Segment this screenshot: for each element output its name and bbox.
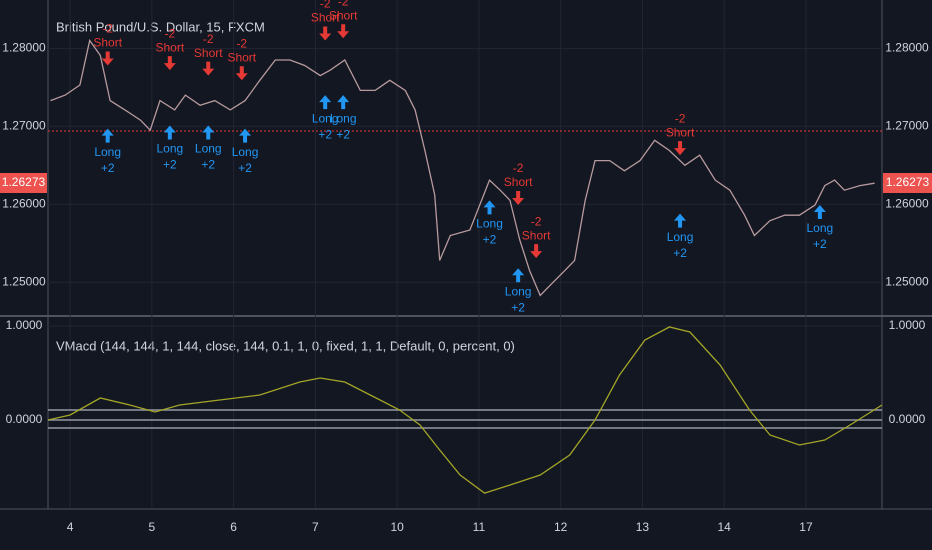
y-tick-label: 1.27000 — [885, 118, 929, 132]
short-arrow — [530, 244, 543, 259]
signal-label: Long — [330, 111, 357, 125]
long-arrow — [813, 205, 826, 220]
long-arrow — [319, 95, 332, 110]
signal-label: Long — [195, 142, 222, 156]
x-tick-label: 17 — [799, 520, 813, 534]
signal-amount: -2 — [531, 214, 542, 228]
signal-amount: -2 — [102, 22, 113, 36]
signal-label: Short — [311, 11, 340, 25]
y-tick-label: 1.26000 — [885, 196, 929, 210]
signal-label: Long — [94, 145, 121, 159]
x-tick-label: 4 — [67, 520, 74, 534]
signal-amount: -2 — [338, 0, 349, 8]
long-arrow — [483, 200, 496, 215]
signal-amount: -2 — [675, 111, 686, 125]
short-arrow — [235, 66, 248, 81]
price-line — [50, 38, 875, 297]
x-tick-label: 7 — [312, 520, 319, 534]
signal-label: Short — [504, 175, 533, 189]
signal-label: Short — [329, 8, 358, 22]
signal-label: Long — [505, 284, 532, 298]
signal-label: Short — [155, 40, 184, 54]
y-tick-label: 1.26000 — [2, 196, 46, 210]
x-tick-label: 6 — [230, 520, 237, 534]
x-tick-label: 14 — [718, 520, 732, 534]
chart-title: British Pound/U.S. Dollar, 15, FXCM — [56, 19, 265, 34]
last-price-label: 1.26273 — [886, 175, 930, 189]
short-arrow — [101, 51, 114, 66]
long-arrow — [163, 125, 176, 140]
x-tick-label: 11 — [473, 520, 486, 534]
short-arrow — [674, 141, 687, 156]
signal-amount: +2 — [163, 158, 177, 172]
signal-amount: +2 — [238, 161, 252, 175]
y-tick-label: 1.0000 — [889, 318, 926, 332]
short-arrow — [512, 191, 525, 206]
y-tick-label: 1.28000 — [2, 41, 46, 55]
y-tick-label: 1.27000 — [2, 118, 46, 132]
signal-label: Short — [522, 228, 551, 242]
signal-amount: +2 — [201, 158, 215, 172]
signal-label: Short — [93, 36, 122, 50]
long-arrow — [239, 128, 252, 143]
signal-amount: +2 — [511, 300, 525, 314]
signal-amount: -2 — [203, 32, 214, 46]
signal-amount: -2 — [164, 26, 175, 40]
signal-amount: +2 — [673, 246, 687, 260]
signal-amount: +2 — [483, 233, 497, 247]
long-arrow — [512, 268, 525, 283]
last-price-label: 1.26273 — [2, 175, 46, 189]
x-tick-label: 12 — [554, 520, 568, 534]
signal-amount: +2 — [336, 127, 350, 141]
signal-amount: -2 — [513, 161, 524, 175]
y-tick-label: 1.28000 — [885, 41, 929, 55]
signal-label: Short — [666, 125, 695, 139]
signal-label: Short — [227, 50, 256, 64]
long-arrow — [674, 213, 687, 228]
signal-amount: -2 — [320, 0, 331, 11]
last-price-badge — [0, 172, 47, 193]
signal-label: Long — [667, 230, 694, 244]
signal-label: Long — [312, 111, 339, 125]
short-arrow — [163, 56, 176, 71]
indicator-title: VMacd (144, 144, 1, 144, close, 144, 0.1… — [56, 338, 515, 353]
signal-amount: -2 — [236, 36, 247, 50]
x-tick-label: 13 — [636, 520, 650, 534]
y-tick-label: 0.0000 — [6, 412, 43, 426]
signal-amount: +2 — [813, 237, 827, 251]
signal-label: Short — [194, 46, 223, 60]
short-arrow — [202, 61, 215, 76]
last-price-badge — [883, 172, 932, 193]
long-arrow — [337, 95, 350, 110]
short-arrow — [319, 26, 332, 41]
y-tick-label: 1.25000 — [885, 274, 929, 288]
signal-label: Long — [807, 221, 834, 235]
short-arrow — [337, 24, 350, 39]
signal-amount: +2 — [101, 161, 115, 175]
price-line — [47, 326, 883, 494]
long-arrow — [202, 125, 215, 140]
y-tick-label: 0.0000 — [889, 412, 926, 426]
x-tick-label: 10 — [390, 520, 404, 534]
long-arrow — [101, 128, 114, 143]
signal-label: Long — [156, 142, 183, 156]
signal-label: Long — [232, 145, 259, 159]
y-tick-label: 1.0000 — [6, 318, 43, 332]
signal-amount: +2 — [318, 127, 332, 141]
y-tick-label: 1.25000 — [2, 274, 46, 288]
signal-label: Long — [476, 217, 503, 231]
x-tick-label: 5 — [148, 520, 155, 534]
